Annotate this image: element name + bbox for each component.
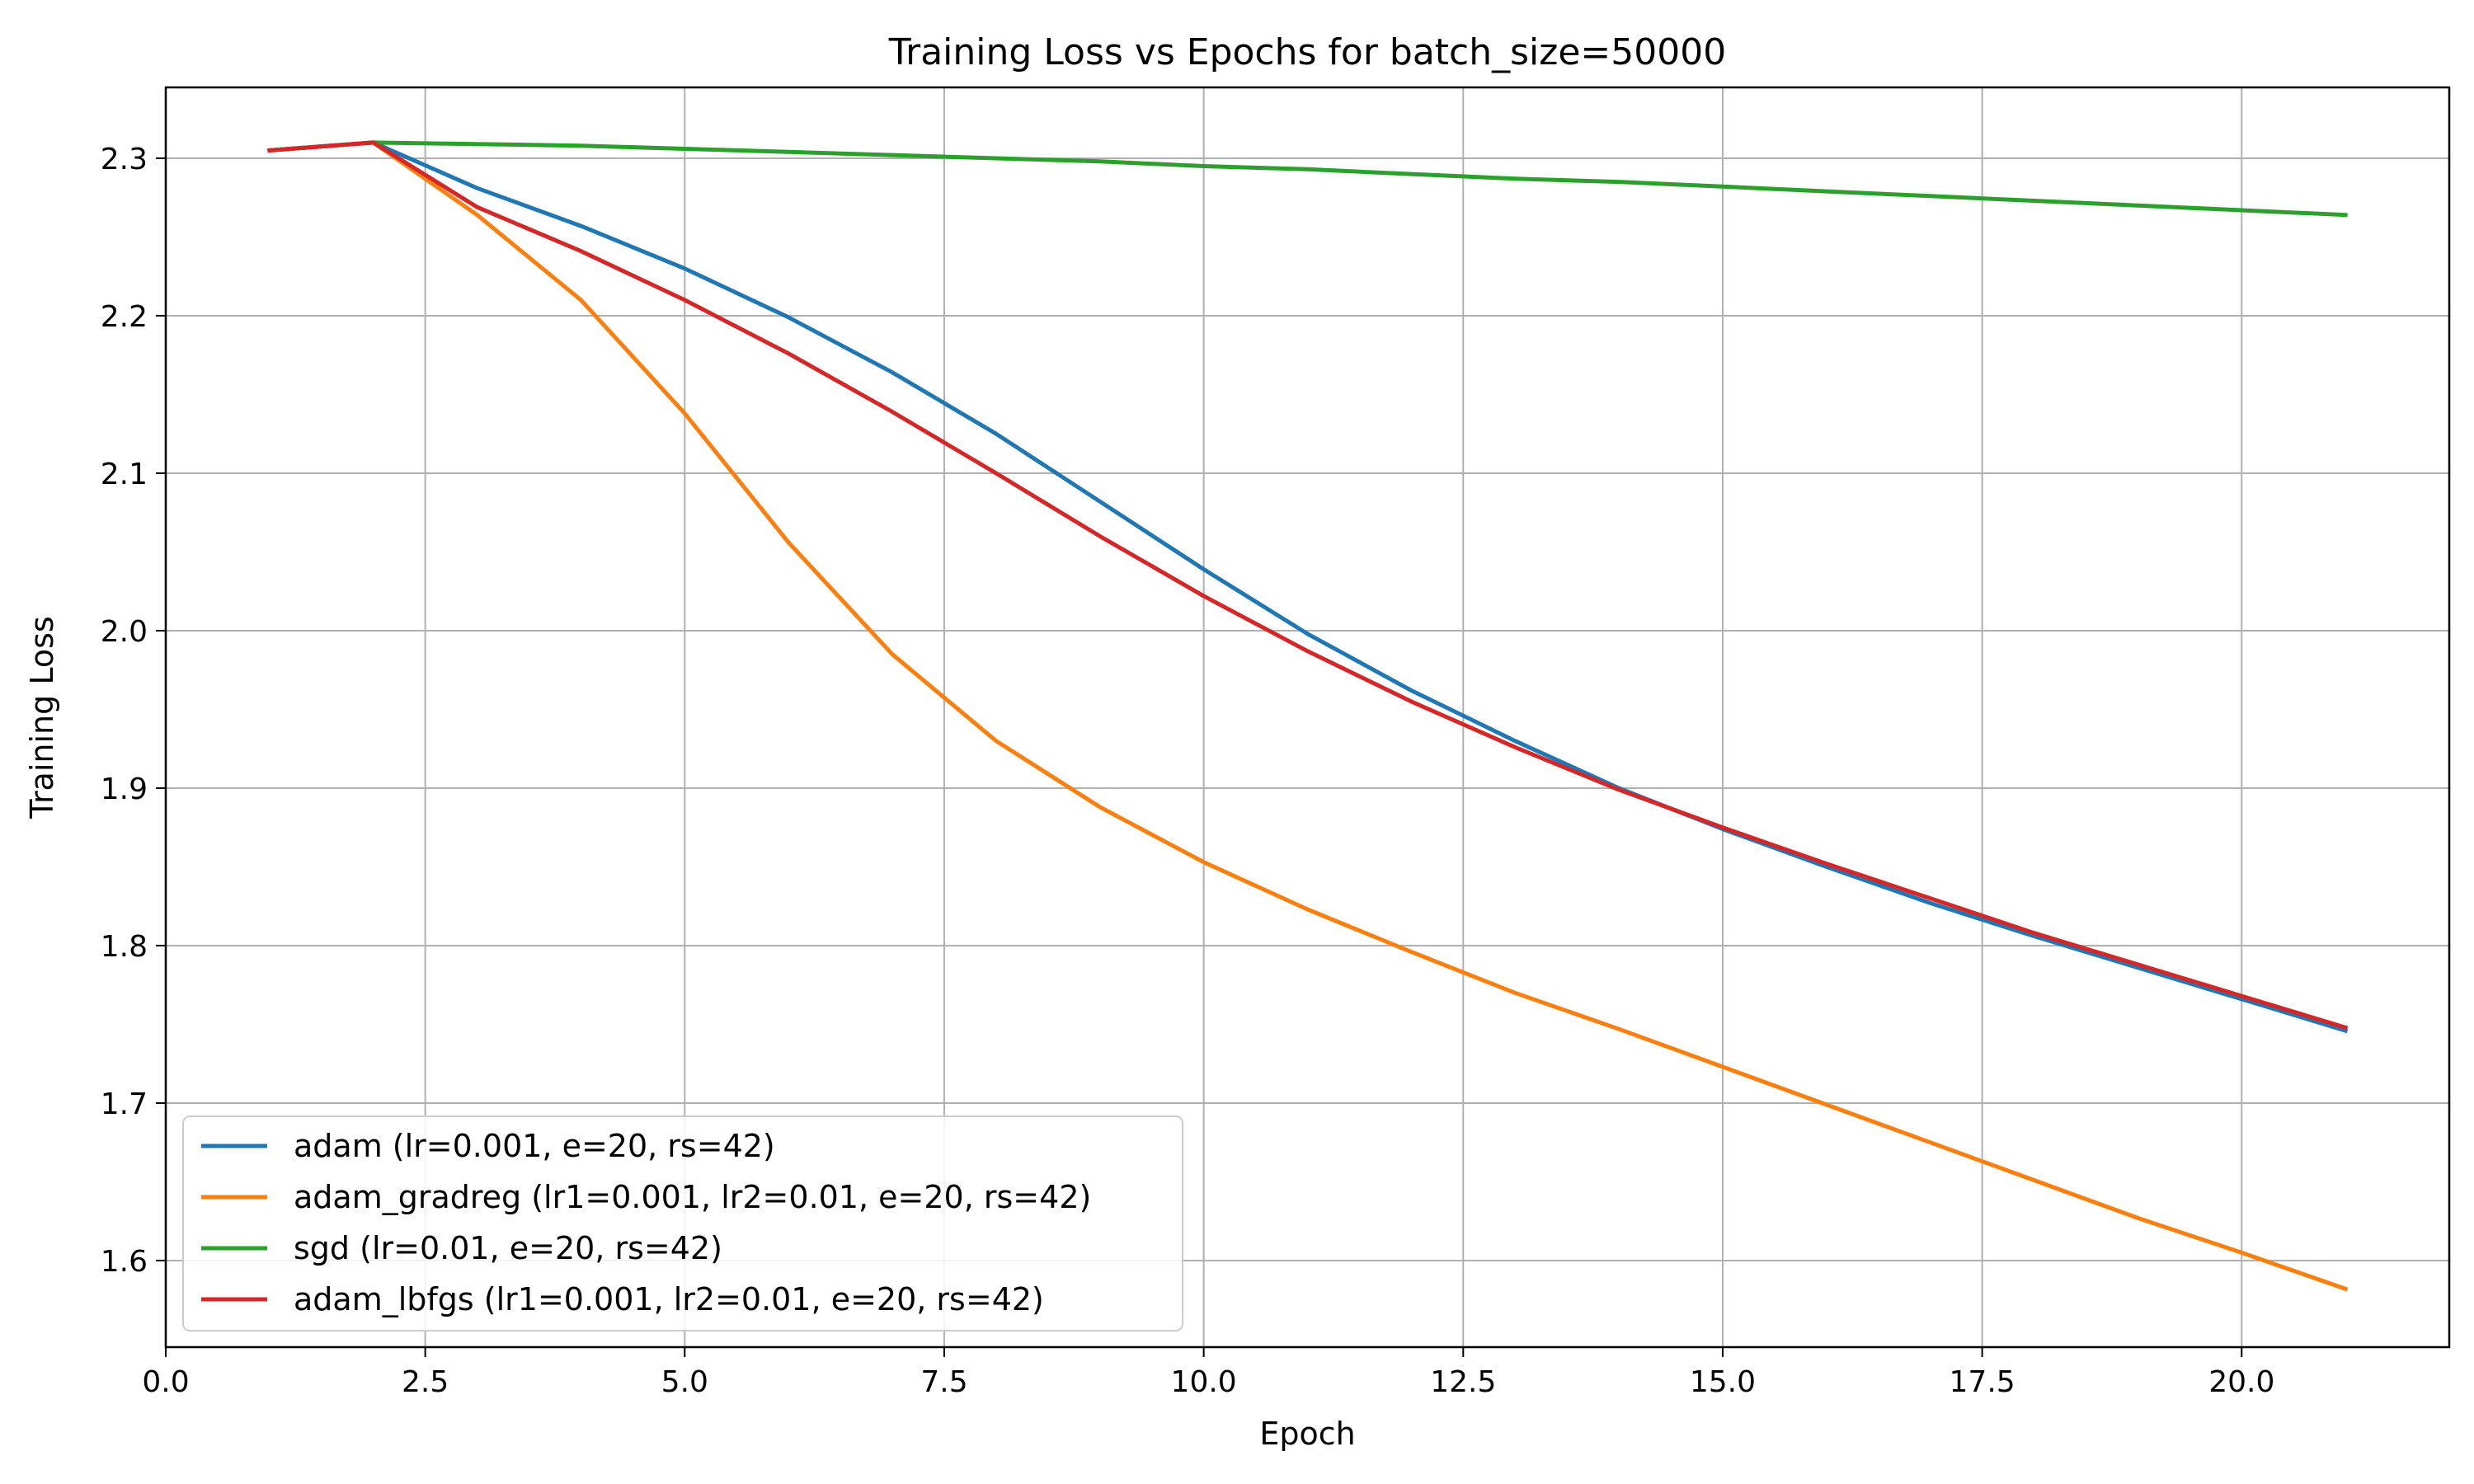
plot-series (267, 140, 2349, 1292)
x-tick-label: 0.0 (142, 1365, 189, 1399)
series-line-3 (267, 140, 2349, 1031)
legend: adam (lr=0.001, e=20, rs=42) adam_gradreg… (182, 1115, 1183, 1331)
plot-frame (164, 86, 2451, 1349)
x-tick-label: 10.0 (1171, 1365, 1237, 1399)
y-tick-label: 1.7 (101, 1087, 148, 1121)
legend-box (182, 1115, 1183, 1331)
legend-entry-1: adam_gradreg (lr1=0.001, lr2=0.01, e=20,… (294, 1179, 1091, 1215)
y-tick-label: 1.9 (101, 773, 148, 806)
x-tick-label: 12.5 (1430, 1365, 1496, 1399)
y-tick-label: 2.3 (101, 143, 148, 176)
x-tick-label: 5.0 (661, 1365, 708, 1399)
axis-ticks: 0.0 2.5 5.0 7.5 10.0 12.5 15.0 17.5 20.0 1.6 1.7 1.… (101, 143, 2275, 1399)
legend-entry-2: sgd (lr=0.01, e=20, rs=42) (294, 1230, 722, 1266)
series-line-1 (267, 140, 2349, 1292)
x-axis-label: Epoch (1259, 1416, 1355, 1452)
x-tick-label: 2.5 (402, 1365, 449, 1399)
x-tick-label: 17.5 (1950, 1365, 2015, 1399)
legend-entry-0: adam (lr=0.001, e=20, rs=42) (294, 1128, 775, 1164)
series-line-2 (267, 140, 2348, 218)
y-tick-label: 2.0 (101, 615, 148, 649)
x-tick-label: 20.0 (2208, 1365, 2274, 1399)
x-tick-label: 15.0 (1690, 1365, 1756, 1399)
y-tick-label: 2.2 (101, 300, 148, 334)
y-axis-label: Training Loss (24, 616, 60, 819)
chart-title: Training Loss vs Epochs for batch_size=5… (888, 31, 1727, 73)
x-tick-label: 7.5 (920, 1365, 967, 1399)
series-line-0 (267, 140, 2349, 1034)
y-tick-label: 1.8 (101, 930, 148, 964)
y-tick-label: 2.1 (101, 458, 148, 491)
y-tick-label: 1.6 (101, 1245, 148, 1279)
legend-entry-3: adam_lbfgs (lr1=0.001, lr2=0.01, e=20, r… (294, 1281, 1044, 1317)
